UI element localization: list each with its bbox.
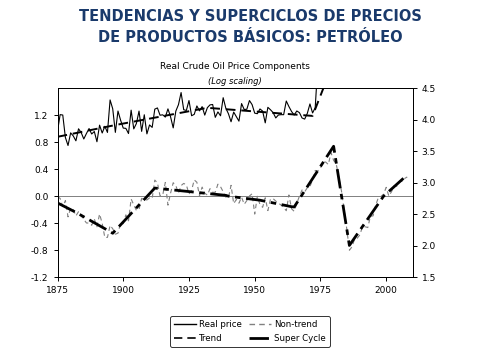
Legend: Real price, Trend, Non-trend, Super Cycle: Real price, Trend, Non-trend, Super Cycl… xyxy=(170,316,330,347)
Text: DE PRODUCTOS BÁSICOS: PETRÓLEO: DE PRODUCTOS BÁSICOS: PETRÓLEO xyxy=(98,30,403,45)
Text: TENDENCIAS Y SUPERCICLOS DE PRECIOS: TENDENCIAS Y SUPERCICLOS DE PRECIOS xyxy=(78,9,422,24)
Text: Real Crude Oil Price Components: Real Crude Oil Price Components xyxy=(160,62,310,71)
Text: (Log scaling): (Log scaling) xyxy=(208,77,262,86)
